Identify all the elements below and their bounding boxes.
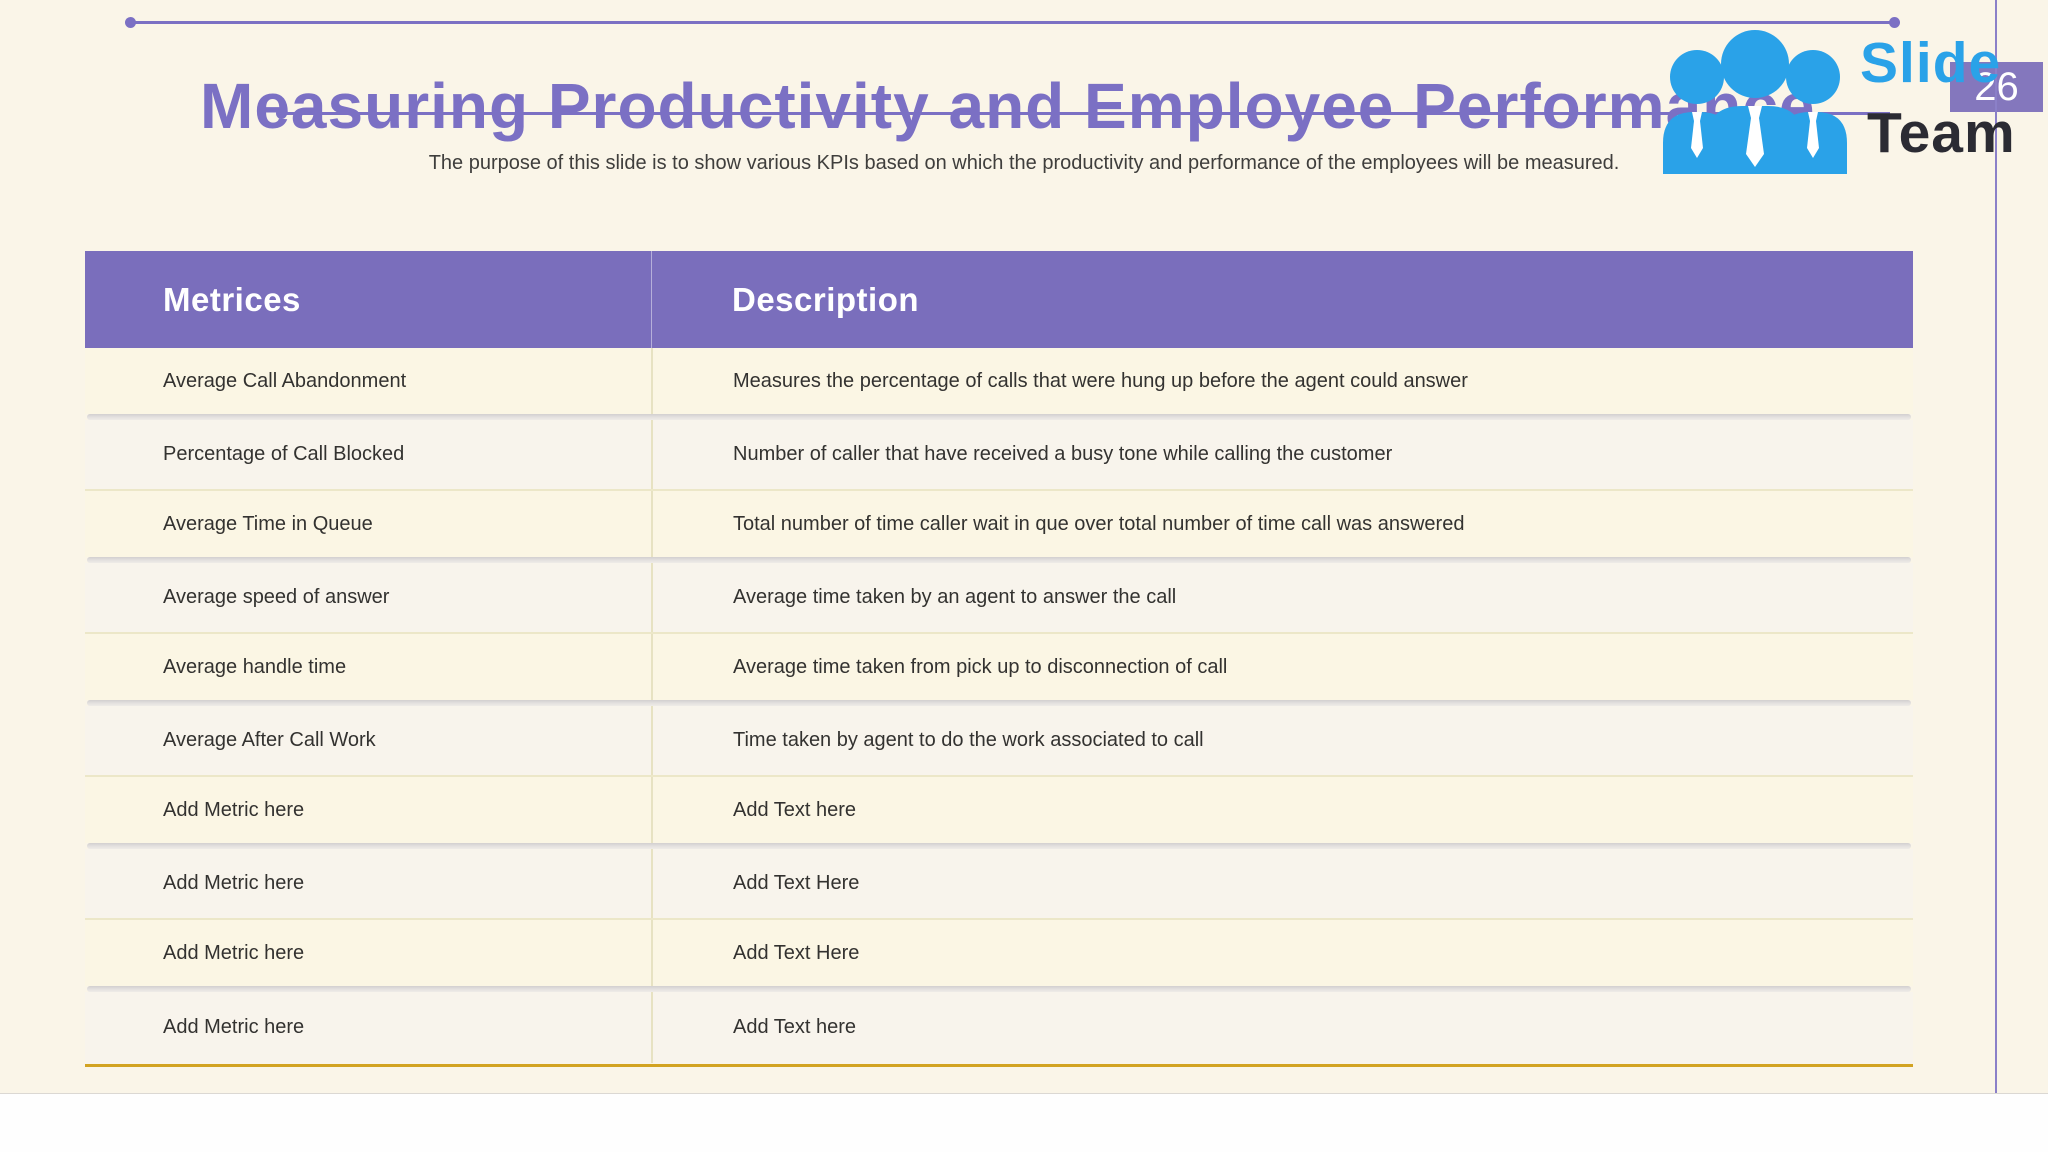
right-guide-line (1995, 0, 1997, 1093)
description-cell: Add Text here (651, 777, 1913, 843)
metric-cell: Average Time in Queue (163, 512, 373, 535)
description-cell: Average time taken by an agent to answer… (651, 563, 1913, 632)
metric-cell: Average Call Abandonment (163, 369, 407, 392)
table-row: Average Time in Queue Total number of ti… (85, 491, 1913, 563)
logo-word-team: Team (1867, 101, 2016, 165)
description-cell: Add Text Here (651, 920, 1913, 986)
table-row: Average handle time Average time taken f… (85, 634, 1913, 706)
metric-cell: Add Metric here (163, 798, 305, 821)
metric-cell: Percentage of Call Blocked (163, 443, 405, 465)
table-row: Add Metric here Add Text here (85, 992, 1913, 1063)
table-row: Average After Call Work Time taken by ag… (85, 706, 1913, 777)
slide-title: Measuring Productivity and Employee Perf… (200, 69, 1816, 142)
description-cell: Total number of time caller wait in que … (651, 491, 1913, 557)
top-line-right-dot (1889, 17, 1900, 28)
title-underline-left-dot (276, 108, 287, 119)
metric-cell: Average handle time (163, 655, 347, 678)
table-row: Average Call Abandonment Measures the pe… (85, 348, 1913, 420)
table-row: Add Metric here Add Text Here (85, 849, 1913, 920)
description-cell: Average time taken from pick up to disco… (651, 634, 1913, 700)
people-group-icon (1663, 30, 1847, 174)
metric-cell: Average speed of answer (163, 586, 390, 608)
metric-cell: Add Metric here (163, 1016, 305, 1038)
description-cell: Measures the percentage of calls that we… (651, 348, 1913, 414)
slide-subtitle: The purpose of this slide is to show var… (428, 152, 1620, 174)
top-line-left-dot (125, 17, 136, 28)
description-cell: Add Text here (651, 992, 1913, 1063)
kpi-table: Metrices Description Average Call Abando… (85, 251, 1913, 1063)
table-row: Average speed of answer Average time tak… (85, 563, 1913, 634)
table-body: Average Call Abandonment Measures the pe… (85, 348, 1913, 1063)
metric-cell: Add Metric here (163, 872, 305, 894)
slideteam-logo: Slide Team (1655, 24, 2048, 174)
table-row: Add Metric here Add Text Here (85, 920, 1913, 992)
title-underline (281, 112, 1890, 115)
column-header-metrices: Metrices (163, 280, 301, 318)
description-cell: Number of caller that have received a bu… (651, 420, 1913, 489)
table-bottom-accent-line (85, 1064, 1913, 1067)
logo-word-slide: Slide (1860, 31, 2002, 95)
column-header-description: Description (651, 251, 1913, 348)
description-cell: Time taken by agent to do the work assoc… (651, 706, 1913, 775)
table-row: Percentage of Call Blocked Number of cal… (85, 420, 1913, 491)
table-header-row: Metrices Description (85, 251, 1913, 348)
metric-cell: Add Metric here (163, 941, 305, 964)
description-cell: Add Text Here (651, 849, 1913, 918)
bottom-margin-strip (0, 1093, 2048, 1152)
top-accent-line (130, 21, 1894, 24)
table-row: Add Metric here Add Text here (85, 777, 1913, 849)
metric-cell: Average After Call Work (163, 729, 376, 751)
